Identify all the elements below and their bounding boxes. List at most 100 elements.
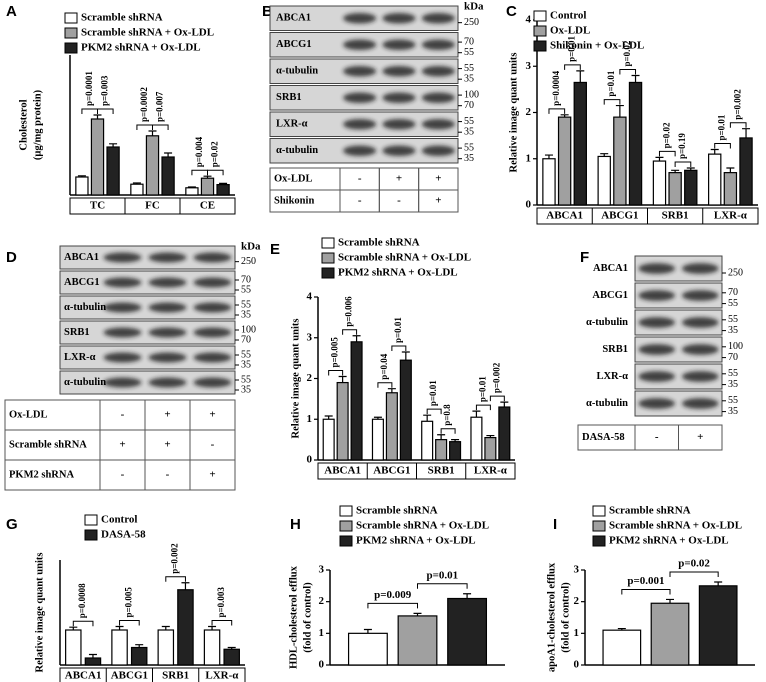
error-bar: [219, 182, 228, 185]
treatment-sign: -: [358, 173, 362, 185]
protein-band: [421, 39, 455, 51]
y-axis-label: HDL-cholesterol efflux: [288, 565, 299, 668]
legend-label: PKM2 shRNA + Ox-LDL: [356, 535, 476, 547]
x-tick-label: LXR-α: [205, 670, 239, 682]
p-value: p=0.003: [216, 587, 226, 618]
p-value: p=0.02: [209, 141, 219, 167]
p-value: p=0.003: [99, 75, 109, 106]
p-value: p=0.007: [154, 91, 164, 122]
kda-label: kDa: [241, 241, 261, 253]
significance-bracket: [426, 408, 442, 415]
significance-bracket: [207, 169, 224, 176]
panel-label: C: [506, 3, 517, 20]
error-bar: [600, 153, 609, 157]
bar: [708, 153, 722, 206]
band-label: ABCA1: [593, 263, 628, 274]
protein-band: [148, 277, 187, 288]
error-bar: [437, 434, 446, 440]
y-tick-label: 1: [307, 413, 313, 425]
marker-label: 35: [464, 153, 474, 164]
protein-band: [638, 398, 676, 409]
legend-label: Scramble shRNA: [81, 12, 163, 24]
kda-label: kDa: [464, 1, 484, 13]
protein-band: [638, 317, 676, 328]
protein-band: [638, 290, 676, 301]
bar: [336, 381, 349, 461]
legend-swatch: [321, 267, 335, 279]
marker-label: 55: [728, 314, 738, 325]
y-tick-label: 2: [319, 595, 325, 607]
significance-bracket: [619, 69, 637, 75]
p-value: p=0.009: [374, 589, 412, 601]
marker-label: 70: [728, 287, 738, 298]
p-value: p=0.005: [330, 337, 340, 368]
p-value: p=0.001: [627, 575, 664, 587]
x-tick-label: TC: [90, 200, 105, 212]
bar: [177, 589, 194, 666]
blot-strip: [59, 345, 236, 370]
bar: [449, 441, 462, 461]
error-bar: [655, 156, 664, 162]
significance-bracket: [440, 428, 456, 434]
protein-band: [382, 65, 416, 77]
x-tick-label: ABCG1: [373, 465, 410, 477]
bar: [65, 629, 82, 666]
protein-band: [343, 12, 377, 24]
blot-strip: [59, 245, 236, 270]
band-label: α-tubulin: [64, 302, 106, 313]
band-label: α-tubulin: [586, 317, 628, 328]
bar: [435, 439, 448, 461]
treatment-sign: -: [121, 409, 125, 421]
panel-label: A: [6, 3, 17, 20]
protein-band: [382, 12, 416, 24]
significance-bracket: [564, 64, 581, 70]
bar: [111, 629, 128, 666]
marker-label: 55: [241, 284, 251, 295]
row-label: Scramble shRNA: [9, 439, 87, 450]
treatment-sign: -: [166, 469, 170, 481]
legend-swatch: [592, 520, 606, 532]
marker-label: 35: [728, 379, 738, 390]
legend-swatch: [321, 252, 335, 264]
error-bar: [671, 169, 680, 173]
bar: [203, 629, 221, 666]
significance-bracket: [97, 108, 114, 114]
band-label: ABCG1: [276, 39, 312, 50]
protein-band: [148, 302, 187, 313]
band-label: LXR-α: [64, 352, 96, 363]
protein-band: [343, 39, 377, 51]
error-bar: [576, 70, 585, 83]
y-tick-label: 0: [526, 199, 532, 211]
legend-label: Ox-LDL: [550, 25, 590, 37]
legend-label: PKM2 shRNA + Ox-LDL: [81, 42, 201, 54]
bar: [223, 648, 240, 666]
protein-band: [638, 263, 676, 274]
legend-swatch: [592, 505, 606, 517]
error-bar: [148, 130, 157, 136]
legend-label: Scramble shRNA + Ox-LDL: [609, 520, 742, 532]
error-bar: [132, 182, 141, 185]
bar: [684, 169, 698, 206]
legend-label: DASA-58: [101, 529, 146, 541]
significance-bracket: [367, 602, 418, 609]
marker-label: 100: [464, 89, 479, 100]
error-bar: [617, 627, 626, 631]
significance-bracket: [548, 108, 566, 114]
p-value: p=0.01: [717, 114, 727, 140]
y-tick-label: 4: [307, 291, 313, 303]
error-bar: [710, 148, 719, 155]
error-bar: [203, 175, 212, 179]
protein-band: [681, 317, 719, 328]
legend-swatch: [533, 25, 547, 37]
marker-label: 35: [241, 359, 251, 370]
y-tick-label: 3: [526, 60, 532, 72]
error-bar: [363, 628, 372, 634]
protein-band: [343, 145, 377, 157]
significance-bracket: [328, 369, 344, 376]
treatment-sign: +: [209, 409, 215, 421]
band-label: SRB1: [276, 92, 302, 103]
p-value: p=0.01: [428, 380, 438, 406]
error-bar: [115, 625, 124, 630]
band-label: ABCG1: [64, 277, 100, 288]
protein-band: [382, 92, 416, 104]
